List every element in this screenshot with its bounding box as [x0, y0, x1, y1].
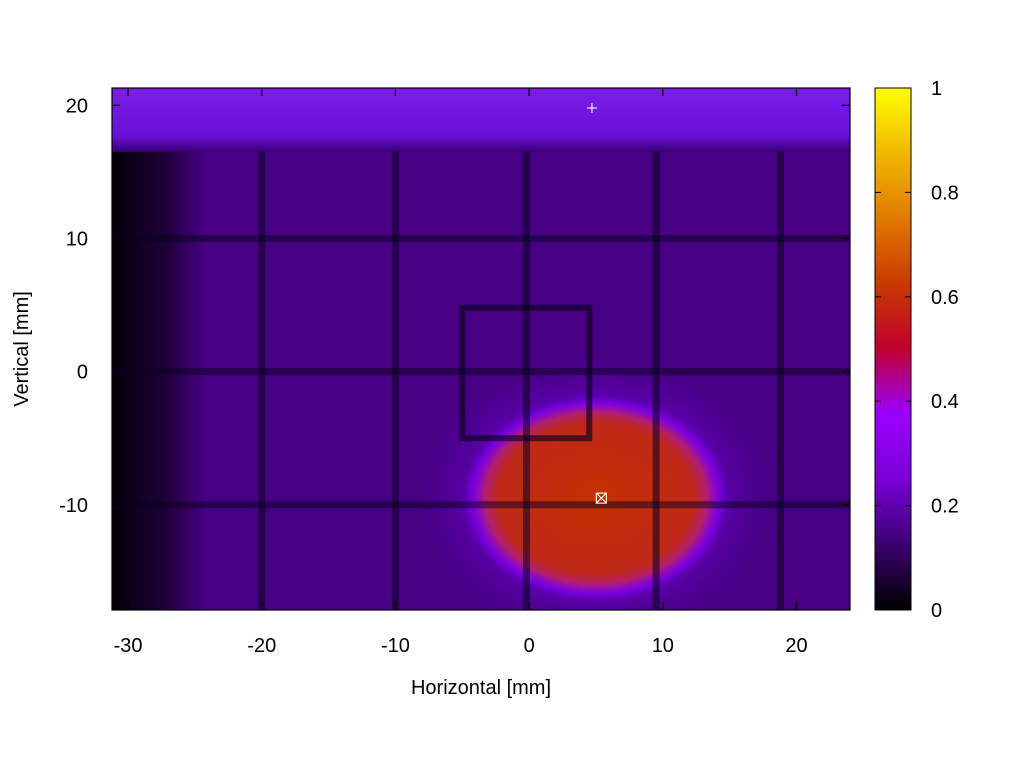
x-axis-ticks: -30 -20 -10 0 10 20 — [114, 88, 808, 657]
colorbar-tick-label: 0.2 — [931, 496, 959, 518]
colorbar — [874, 87, 912, 611]
boxed-cross-marker — [595, 492, 607, 504]
x-axis-label: Horizontal [mm] — [411, 677, 551, 699]
x-tick-label: 10 — [652, 635, 674, 657]
colorbar-tick-label: 0.4 — [931, 391, 959, 413]
dark-left-edge — [112, 151, 205, 610]
colorbar-tick-label: 0 — [931, 600, 942, 622]
heatmap-image — [112, 88, 850, 610]
top-band — [112, 88, 850, 152]
y-axis-ticks: -10 0 10 20 — [59, 95, 850, 517]
x-tick-label: -30 — [114, 635, 143, 657]
x-tick-label: -20 — [247, 635, 276, 657]
x-tick-label: 20 — [785, 635, 807, 657]
colorbar-tick-label: 0.6 — [931, 287, 959, 309]
y-tick-label: -10 — [59, 495, 88, 517]
y-tick-label: 20 — [66, 95, 88, 117]
y-tick-label: 0 — [77, 362, 88, 384]
colorbar-tick-label: 1 — [931, 78, 942, 100]
colorbar-tick-label: 0.8 — [931, 182, 959, 204]
x-tick-label: 0 — [524, 635, 535, 657]
x-tick-label: -10 — [381, 635, 410, 657]
marker-layer — [586, 102, 607, 504]
plus-marker — [586, 102, 597, 113]
y-axis-label: Vertical [mm] — [11, 291, 33, 407]
grid-shadow-square — [459, 304, 593, 442]
plot-frame — [111, 87, 851, 611]
colorbar-ticks: 0 0.2 0.4 0.6 0.8 1 — [875, 78, 959, 622]
y-tick-label: 10 — [66, 228, 88, 250]
